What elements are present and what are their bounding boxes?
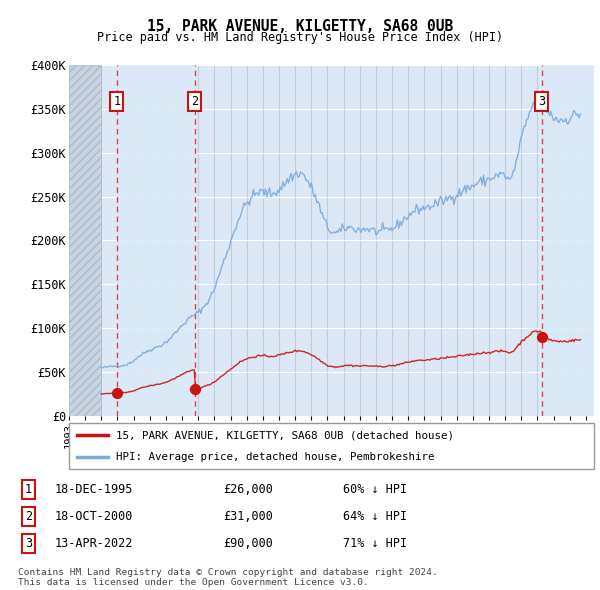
- Text: 15, PARK AVENUE, KILGETTY, SA68 0UB (detached house): 15, PARK AVENUE, KILGETTY, SA68 0UB (det…: [116, 431, 454, 441]
- Bar: [69, 65, 101, 416]
- Bar: [542, 65, 594, 416]
- Text: 3: 3: [538, 95, 545, 108]
- Text: 1: 1: [25, 483, 32, 496]
- Text: 71% ↓ HPI: 71% ↓ HPI: [343, 537, 407, 550]
- Point: [112, 388, 122, 398]
- Text: Price paid vs. HM Land Registry's House Price Index (HPI): Price paid vs. HM Land Registry's House …: [97, 31, 503, 44]
- Text: 13-APR-2022: 13-APR-2022: [55, 537, 133, 550]
- Text: £31,000: £31,000: [223, 510, 273, 523]
- Point: [537, 332, 547, 342]
- Text: Contains HM Land Registry data © Crown copyright and database right 2024.
This d: Contains HM Land Registry data © Crown c…: [18, 568, 438, 587]
- Text: £90,000: £90,000: [223, 537, 273, 550]
- Text: HPI: Average price, detached house, Pembrokeshire: HPI: Average price, detached house, Pemb…: [116, 451, 435, 461]
- Text: 2: 2: [25, 510, 32, 523]
- Text: 2: 2: [191, 95, 199, 108]
- Bar: [117, 65, 195, 416]
- Text: 18-OCT-2000: 18-OCT-2000: [55, 510, 133, 523]
- Text: 60% ↓ HPI: 60% ↓ HPI: [343, 483, 407, 496]
- Text: 3: 3: [25, 537, 32, 550]
- Text: £26,000: £26,000: [223, 483, 273, 496]
- Text: 15, PARK AVENUE, KILGETTY, SA68 0UB: 15, PARK AVENUE, KILGETTY, SA68 0UB: [147, 19, 453, 34]
- Text: 18-DEC-1995: 18-DEC-1995: [55, 483, 133, 496]
- Text: 64% ↓ HPI: 64% ↓ HPI: [343, 510, 407, 523]
- Point: [190, 384, 200, 394]
- Text: 1: 1: [113, 95, 121, 108]
